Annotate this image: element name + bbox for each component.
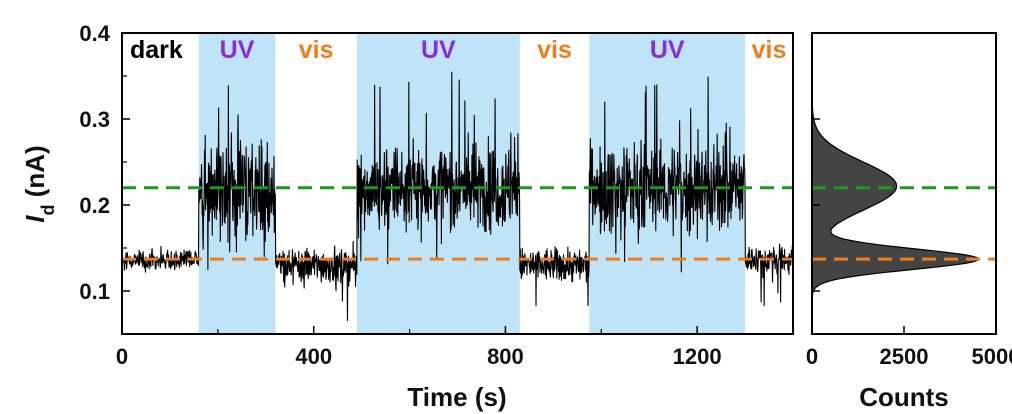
x-tick-label: 0 (116, 344, 128, 369)
x-axis-title: Time (s) (407, 382, 506, 412)
region-label-vis: vis (752, 36, 787, 64)
x-tick-label: 1200 (673, 344, 722, 369)
histogram-x-tick-label: 2500 (880, 344, 929, 369)
region-label-vis: vis (299, 36, 334, 64)
counts-distribution-area (812, 33, 980, 334)
y-axis-title-subscript: d (38, 204, 58, 215)
y-axis-title-unit: (nA) (20, 145, 50, 204)
histogram-reference-lines (812, 186, 996, 261)
y-tick-label: 0.3 (79, 107, 110, 132)
histogram-x-ticks: 0 2500 5000 (806, 326, 1012, 369)
y-tick-label: 0.2 (79, 193, 110, 218)
main-x-ticks: 0 400 800 1200 (116, 326, 722, 369)
counts-distribution (812, 33, 980, 334)
y-axis-title: Id (nA) (20, 145, 58, 222)
region-label-vis: vis (537, 36, 572, 64)
region-label-uv: UV (421, 36, 456, 64)
trace-line (122, 71, 793, 322)
y-tick-label: 0.4 (79, 21, 110, 46)
region-label-dark: dark (130, 36, 183, 64)
y-axis-title-symbol: I (20, 215, 50, 223)
current-trace (122, 71, 793, 322)
x-tick-label: 400 (295, 344, 332, 369)
histogram-x-tick-label: 0 (806, 344, 818, 369)
histogram-y-ticks (812, 32, 820, 292)
region-label-uv: UV (220, 36, 255, 64)
region-label-uv: UV (650, 36, 685, 64)
region-labels: dark UV vis UV vis UV vis (130, 36, 786, 64)
main-plot: dark UV vis UV vis UV vis 0 400 800 1200 0.10.20.… (20, 21, 794, 412)
histogram-plot: 0 2500 5000 Counts (806, 32, 1012, 412)
main-reference-lines (122, 186, 793, 261)
histogram-x-axis-title: Counts (859, 382, 949, 412)
main-y-ticks: 0.1 0.2 0.3 0.4 (79, 21, 130, 304)
main-plot-frame (121, 32, 794, 335)
histogram-x-tick-label: 5000 (972, 344, 1012, 369)
y-tick-label: 0.1 (79, 279, 110, 304)
x-tick-label: 800 (487, 344, 524, 369)
